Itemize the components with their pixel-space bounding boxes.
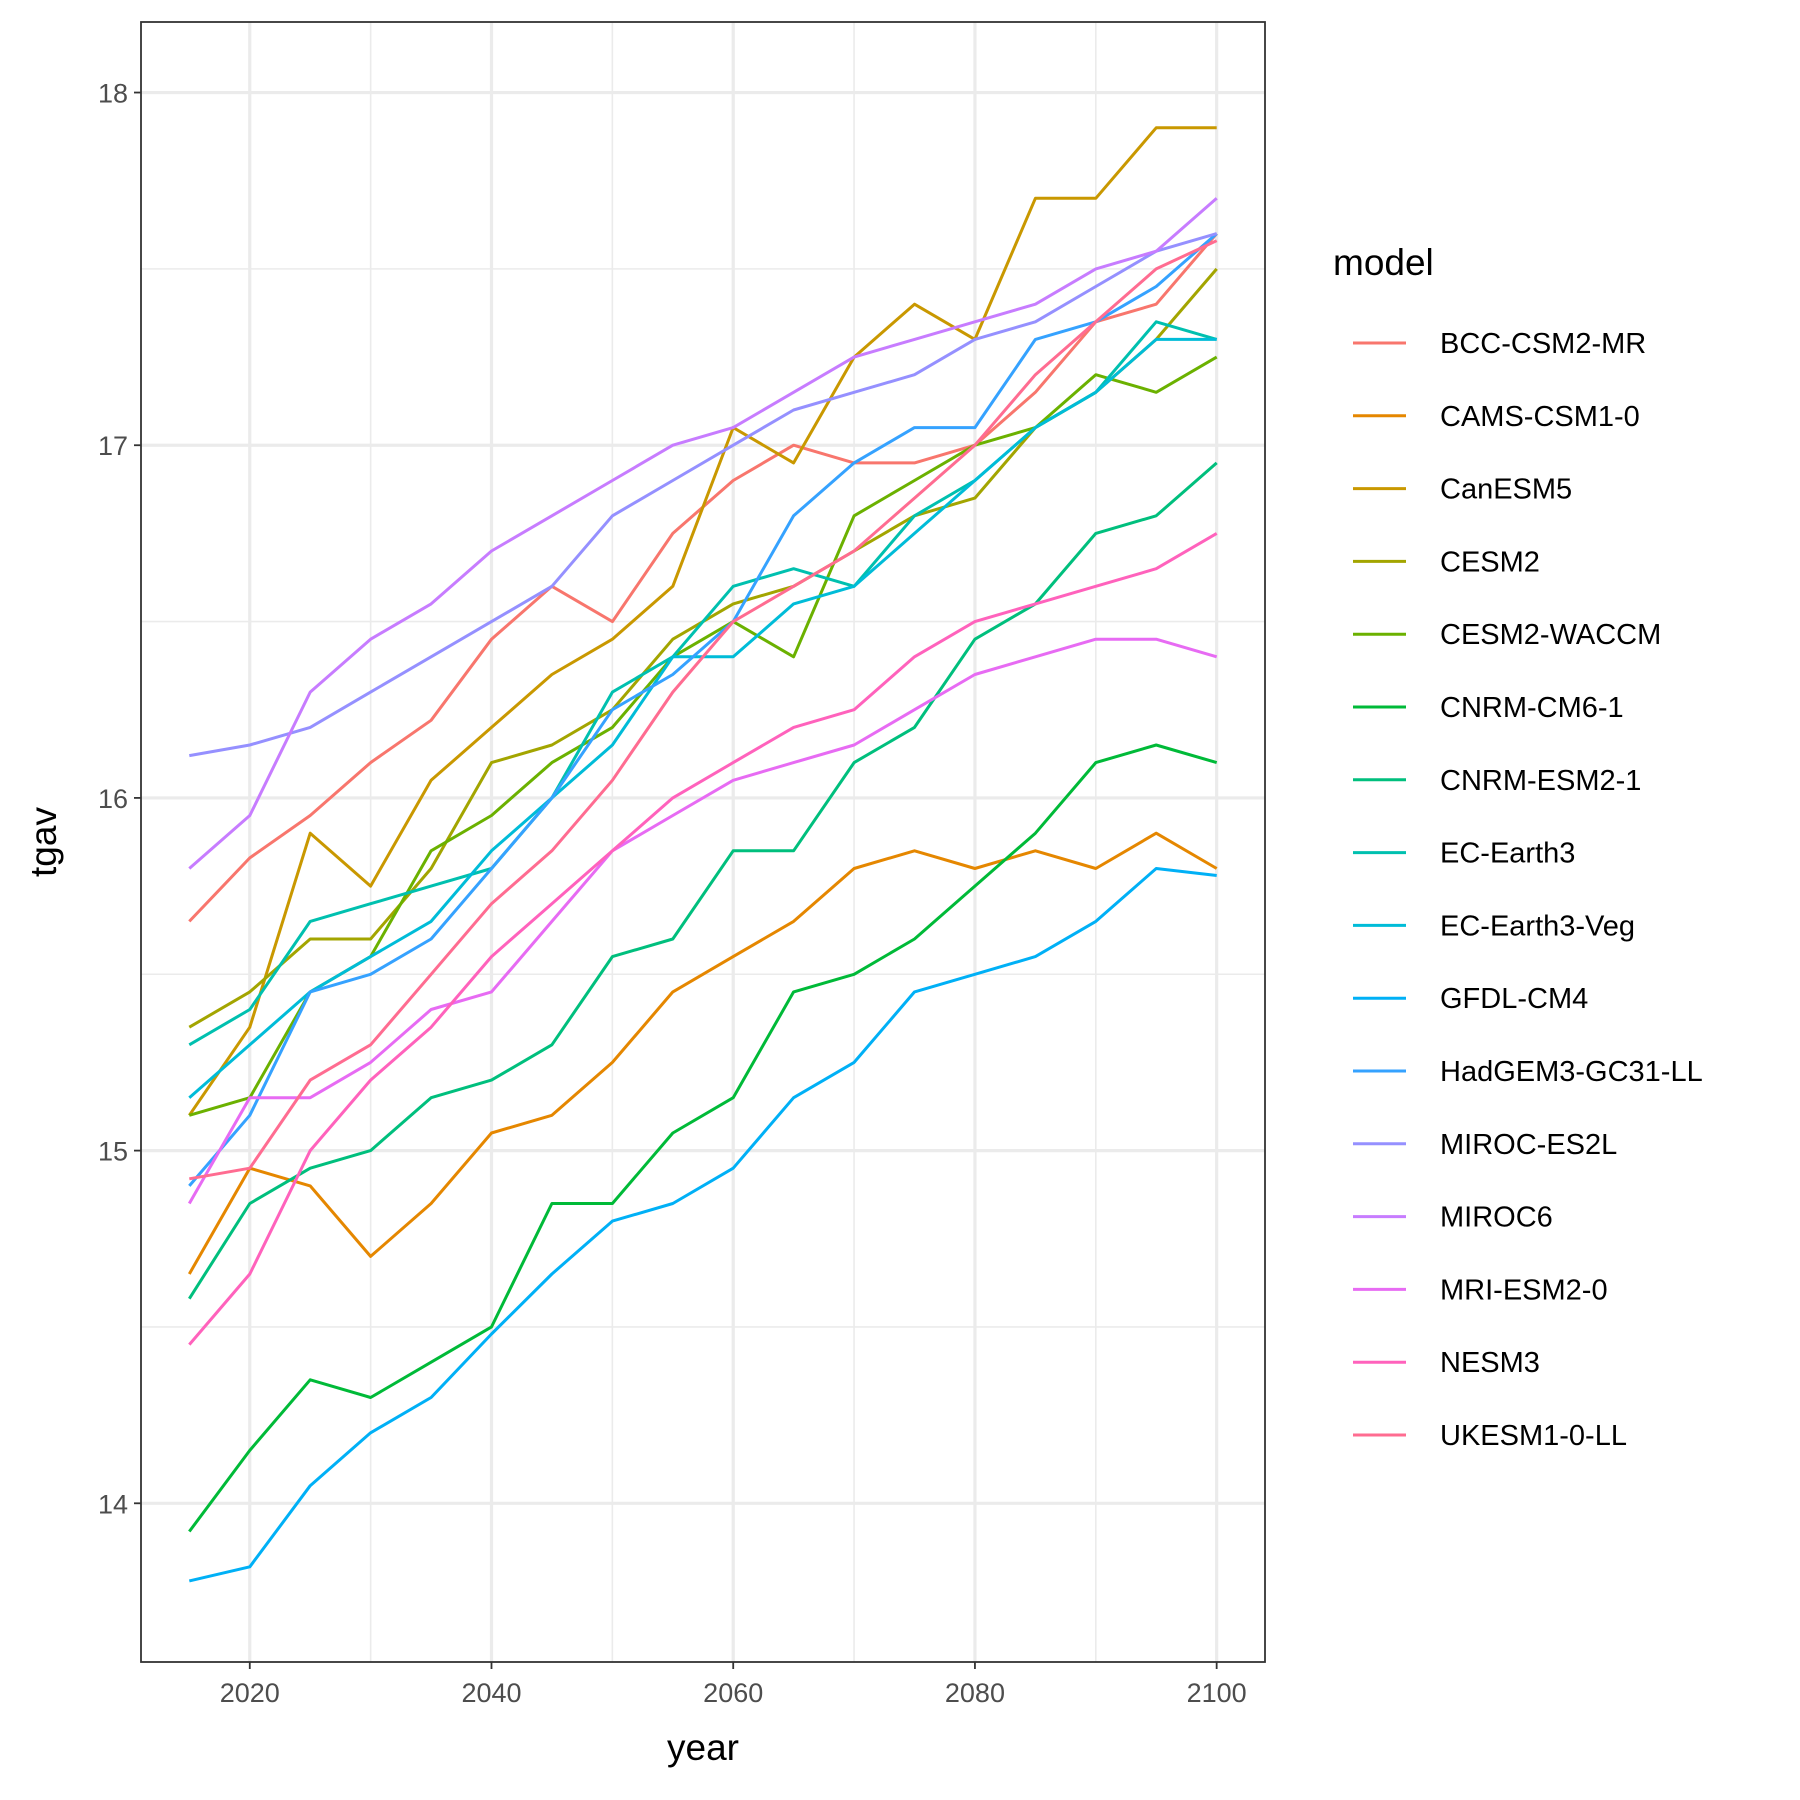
legend-title: model bbox=[1333, 242, 1434, 283]
x-tick-label: 2080 bbox=[945, 1678, 1005, 1708]
legend-label: EC-Earth3 bbox=[1440, 838, 1575, 870]
plot-panel-border bbox=[140, 21, 1266, 1663]
x-axis: 2020 2040 2060 2080 2100 bbox=[220, 1662, 1247, 1708]
legend-label: CESM2-WACCM bbox=[1440, 619, 1661, 651]
legend-label: CAMS-CSM1-0 bbox=[1440, 401, 1640, 433]
legend-label: MIROC6 bbox=[1440, 1202, 1553, 1234]
y-tick-label: 18 bbox=[98, 79, 128, 109]
y-axis-title: tgav bbox=[23, 807, 64, 877]
legend-label: UKESM1-0-LL bbox=[1440, 1420, 1627, 1452]
x-tick-label: 2040 bbox=[461, 1678, 521, 1708]
x-tick-label: 2100 bbox=[1187, 1678, 1247, 1708]
series-line bbox=[188, 867, 1217, 1583]
legend-label: HadGEM3-GC31-LL bbox=[1440, 1056, 1703, 1088]
legend-label: GFDL-CM4 bbox=[1440, 983, 1588, 1015]
series-line bbox=[188, 743, 1218, 1533]
legend-label: EC-Earth3-Veg bbox=[1440, 910, 1635, 942]
plot-panel-background bbox=[141, 22, 1265, 1662]
legend-label: CESM2 bbox=[1440, 546, 1540, 578]
legend: model BCC-CSM2-MR CAMS-CSM1-0 CanESM5 CESM2… bbox=[1333, 242, 1703, 1452]
legend-label: MIROC-ES2L bbox=[1440, 1129, 1617, 1161]
series-line bbox=[187, 637, 1218, 1205]
x-tick-label: 2060 bbox=[703, 1678, 763, 1708]
series-line bbox=[189, 232, 1218, 758]
series-line bbox=[188, 197, 1218, 870]
x-axis-title: year bbox=[667, 1727, 739, 1768]
legend-label: CanESM5 bbox=[1440, 474, 1572, 506]
series-line bbox=[189, 239, 1218, 1181]
y-tick-label: 14 bbox=[98, 1489, 128, 1519]
series-line bbox=[188, 126, 1217, 1117]
y-tick-label: 17 bbox=[98, 431, 128, 461]
x-tick-label: 2020 bbox=[220, 1678, 280, 1708]
series-line bbox=[188, 461, 1218, 1300]
series-line bbox=[188, 232, 1218, 1187]
series-layer bbox=[187, 126, 1218, 1583]
legend-label: BCC-CSM2-MR bbox=[1440, 328, 1646, 360]
series-line bbox=[187, 831, 1218, 1275]
legend-label: CNRM-CM6-1 bbox=[1440, 692, 1624, 724]
legend-label: CNRM-ESM2-1 bbox=[1440, 765, 1641, 797]
y-axis: 14 15 16 17 18 bbox=[98, 79, 141, 1519]
legend-label: MRI-ESM2-0 bbox=[1440, 1274, 1608, 1306]
y-tick-label: 15 bbox=[98, 1137, 128, 1167]
series-line bbox=[188, 532, 1218, 1346]
legend-items: BCC-CSM2-MR CAMS-CSM1-0 CanESM5 CESM2 CESM2-… bbox=[1353, 328, 1703, 1452]
y-tick-label: 16 bbox=[98, 784, 128, 814]
legend-label: NESM3 bbox=[1440, 1347, 1540, 1379]
